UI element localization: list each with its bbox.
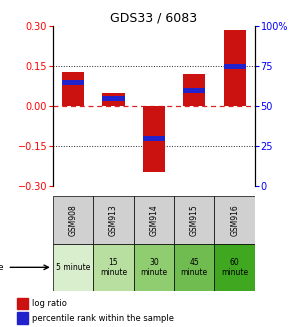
Bar <box>53 244 93 291</box>
Text: 30
minute: 30 minute <box>140 258 167 277</box>
Text: time: time <box>0 263 48 272</box>
Bar <box>62 72 84 106</box>
Bar <box>102 93 125 106</box>
Bar <box>18 298 28 309</box>
Bar <box>134 196 174 244</box>
Bar <box>143 106 165 172</box>
Title: GDS33 / 6083: GDS33 / 6083 <box>110 12 197 25</box>
Bar <box>102 96 125 101</box>
Text: 60
minute: 60 minute <box>221 258 248 277</box>
Bar <box>214 196 255 244</box>
Bar <box>143 136 165 141</box>
Bar <box>214 244 255 291</box>
Bar <box>62 80 84 85</box>
Text: GSM908: GSM908 <box>69 204 77 236</box>
Bar <box>53 196 93 244</box>
Text: log ratio: log ratio <box>32 299 67 308</box>
Bar <box>93 196 134 244</box>
Text: GSM916: GSM916 <box>230 204 239 236</box>
Text: GSM913: GSM913 <box>109 204 118 236</box>
Text: 45
minute: 45 minute <box>181 258 208 277</box>
Text: GSM914: GSM914 <box>149 204 158 236</box>
Bar <box>174 244 214 291</box>
Bar <box>183 88 205 93</box>
Text: 15
minute: 15 minute <box>100 258 127 277</box>
Text: GSM915: GSM915 <box>190 204 199 236</box>
Bar <box>18 312 28 324</box>
Bar <box>134 244 174 291</box>
Bar <box>183 74 205 106</box>
Text: 5 minute: 5 minute <box>56 263 90 272</box>
Bar <box>224 30 246 106</box>
Bar <box>224 64 246 69</box>
Text: percentile rank within the sample: percentile rank within the sample <box>32 314 174 323</box>
Bar <box>174 196 214 244</box>
Bar <box>93 244 134 291</box>
